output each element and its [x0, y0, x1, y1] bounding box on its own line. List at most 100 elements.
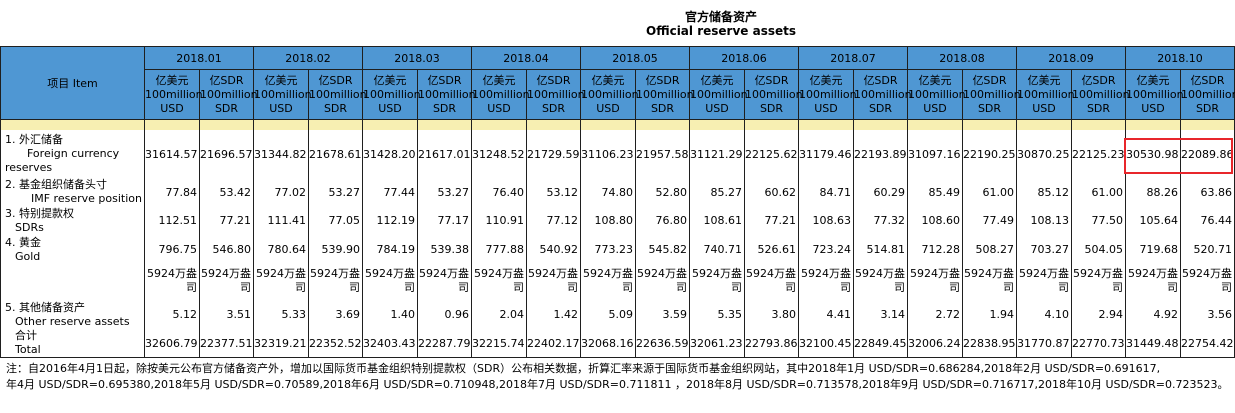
- row-label: 合计 Total: [0, 329, 145, 358]
- gold-ounces-cell: 5924万盎司: [308, 264, 363, 300]
- gold-ounces-line2: 司: [622, 281, 633, 294]
- row-label-cn: 4. 黄金: [5, 235, 41, 249]
- gold-ounces-line2: 司: [240, 281, 251, 294]
- table-cell: 777.88: [471, 235, 527, 264]
- table-cell: 3.80: [744, 300, 799, 329]
- sdr-unit-en2: SDR: [541, 101, 566, 115]
- table-cell: 77.21: [744, 206, 799, 235]
- usd-unit-en1: 100million: [254, 87, 312, 101]
- sdr-unit-header: 亿SDR 100million SDR: [635, 69, 694, 120]
- gold-ounces-line1: 5924万盎: [1073, 267, 1123, 280]
- table-cell: 21696.57: [199, 130, 254, 178]
- sdr-unit-en2: SDR: [1195, 101, 1220, 115]
- usd-unit-en2: USD: [487, 101, 511, 115]
- gold-ounces-line1: 5924万盎: [746, 267, 796, 280]
- table-cell: 546.80: [199, 235, 254, 264]
- table-title-cn: 官方储备资产: [684, 10, 757, 24]
- usd-unit-header: 亿美元 100million USD: [362, 69, 421, 120]
- separator-cell: [853, 119, 908, 130]
- sdr-unit-header: 亿SDR 100million SDR: [962, 69, 1021, 120]
- usd-unit-en2: USD: [160, 101, 184, 115]
- usd-unit-cn: 亿美元: [264, 73, 298, 87]
- table-cell: 21617.01: [417, 130, 472, 178]
- sdr-unit-header: 亿SDR 100million SDR: [1071, 69, 1130, 120]
- table-cell: 5.33: [253, 300, 309, 329]
- usd-unit-en1: 100million: [363, 87, 421, 101]
- gold-ounces-cell: 5924万盎司: [1071, 264, 1126, 300]
- usd-unit-en1: 100million: [908, 87, 966, 101]
- gold-ounces-cell: 5924万盎司: [471, 264, 527, 300]
- table-cell: 2.04: [471, 300, 527, 329]
- row-label: 1. 外汇储备 Foreign currency reserves: [0, 130, 145, 178]
- month-header: 2018.09: [1016, 46, 1126, 70]
- table-cell: 3.69: [308, 300, 363, 329]
- table-cell: 0.96: [417, 300, 472, 329]
- gold-ounces-line1: 5924万盎: [964, 267, 1014, 280]
- table-cell: 32068.16: [580, 329, 636, 358]
- sdr-unit-cn: 亿SDR: [536, 73, 571, 87]
- table-cell: 3.14: [853, 300, 908, 329]
- gold-ounces-cell: 5924万盎司: [907, 264, 963, 300]
- row-label: 2. 基金组织储备头寸 IMF reserve position: [0, 178, 145, 206]
- month-header-row: 项目 Item 2018.01 2018.02 2018.03 2018.04 2018…: [0, 46, 1235, 120]
- gold-ounces-line2: 司: [1167, 281, 1178, 294]
- table-cell: 784.19: [362, 235, 418, 264]
- row-label-en: Foreign currency: [27, 147, 120, 160]
- table-cell: 1.40: [362, 300, 418, 329]
- table-cell: 61.00: [962, 178, 1017, 206]
- sdr-unit-cn: 亿SDR: [754, 73, 789, 87]
- row-label: 4. 黄金 Gold: [0, 235, 145, 264]
- table-cell: 53.42: [199, 178, 254, 206]
- gold-ounces-cell: 5924万盎司: [853, 264, 908, 300]
- month-header: 2018.07: [798, 46, 908, 70]
- table-cell: 22287.79: [417, 329, 472, 358]
- table-row-gold-ounces: 5924万盎司 5924万盎司 5924万盎司 5924万盎司 5924万盎司 5924万…: [0, 264, 1235, 300]
- table-cell: 22754.42: [1180, 329, 1235, 358]
- gold-ounces-cell: 5924万盎司: [580, 264, 636, 300]
- gold-ounces-line2: 司: [1003, 281, 1014, 294]
- table-cell: 32403.43: [362, 329, 418, 358]
- gold-ounces-line1: 5924万盎: [201, 267, 251, 280]
- gold-ounces-cell: 5924万盎司: [1180, 264, 1235, 300]
- table-cell: 31248.52: [471, 130, 527, 178]
- table-cell: 77.05: [308, 206, 363, 235]
- sdr-unit-en2: SDR: [868, 101, 893, 115]
- sdr-unit-header: 亿SDR 100million SDR: [199, 69, 258, 120]
- table-cell: 53.27: [308, 178, 363, 206]
- table-cell: 712.28: [907, 235, 963, 264]
- table-cell: 526.61: [744, 235, 799, 264]
- sdr-unit-cn: 亿SDR: [209, 73, 244, 87]
- table-cell: 63.86: [1180, 178, 1235, 206]
- footnote-line-2: 年4月 USD/SDR=0.695380,2018年5月 USD/SDR=0.7…: [6, 378, 1229, 391]
- sdr-unit-en1: 100million: [636, 87, 694, 101]
- table-cell: 504.05: [1071, 235, 1126, 264]
- table-cell: 32606.79: [144, 329, 200, 358]
- gold-ounces-line1: 5924万盎: [910, 267, 960, 280]
- row-label-cn: 3. 特别提款权: [5, 206, 74, 220]
- gold-ounces-line2: 司: [458, 281, 469, 294]
- month-header: 2018.03: [362, 46, 472, 70]
- table-row-gold: 4. 黄金 Gold 796.75 546.80 780.64 539.90 784.19 5…: [0, 235, 1235, 264]
- table-cell: 2.94: [1071, 300, 1126, 329]
- sdr-unit-header: 亿SDR 100million SDR: [308, 69, 367, 120]
- sdr-unit-cn: 亿SDR: [427, 73, 462, 87]
- highlight-box: [1123, 138, 1233, 174]
- table-cell: 105.64: [1125, 206, 1181, 235]
- table-title-en: Official reserve assets: [646, 24, 796, 38]
- table-cell: 30870.25: [1016, 130, 1072, 178]
- table-cell: 21678.61: [308, 130, 363, 178]
- table-cell: 31179.46: [798, 130, 854, 178]
- separator-cell: [471, 119, 527, 130]
- table-cell: 723.24: [798, 235, 854, 264]
- table-row-sdr: 3. 特别提款权 SDRs 112.51 77.21 111.41 77.05 112.19…: [0, 206, 1235, 235]
- table-cell: 74.80: [580, 178, 636, 206]
- table-cell: 77.21: [199, 206, 254, 235]
- table-cell: 32100.45: [798, 329, 854, 358]
- month-header: 2018.01: [144, 46, 254, 70]
- usd-unit-cn: 亿美元: [1027, 73, 1061, 87]
- table-cell: 22402.17: [526, 329, 581, 358]
- table-cell: 5.09: [580, 300, 636, 329]
- table-cell: 108.63: [798, 206, 854, 235]
- table-cell: 53.27: [417, 178, 472, 206]
- usd-unit-header: 亿美元 100million USD: [253, 69, 312, 120]
